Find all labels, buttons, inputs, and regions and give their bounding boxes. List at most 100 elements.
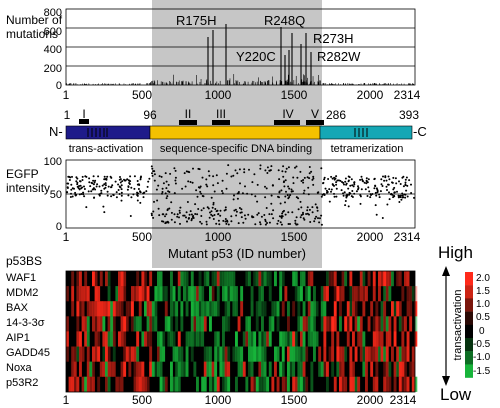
heatmap-cell	[344, 316, 348, 332]
egfp-point	[238, 207, 241, 209]
heatmap-cell	[328, 316, 332, 332]
egfp-point	[119, 181, 122, 184]
heatmap-cell	[414, 286, 418, 302]
egfp-point	[310, 170, 313, 173]
heatmap-cell	[131, 301, 134, 317]
egfp-point	[320, 195, 323, 198]
heatmap-cell	[175, 301, 179, 317]
heatmap-cell	[294, 271, 298, 287]
heatmap-cell	[388, 271, 392, 287]
egfp-point	[292, 176, 295, 179]
egfp-point	[145, 190, 148, 193]
egfp-point	[168, 207, 171, 210]
heatmap-cell	[315, 301, 319, 317]
egfp-point	[281, 215, 284, 218]
heatmap-cell	[216, 301, 220, 317]
heatmap-cell	[294, 376, 298, 392]
heatmap-cell	[154, 301, 158, 317]
heatmap-cell	[323, 316, 327, 332]
egfp-point	[217, 213, 220, 216]
heatmap-cell	[185, 301, 189, 317]
heatmap-cell	[185, 346, 189, 362]
egfp-point	[237, 222, 240, 225]
heatmap-cell	[300, 361, 303, 377]
heatmap-cell	[138, 286, 142, 302]
egfp-point	[351, 196, 354, 198]
heatmap-cell	[320, 361, 324, 377]
heatmap-cell	[172, 376, 176, 392]
egfp-point	[158, 214, 161, 217]
egfp-point	[335, 187, 338, 190]
egfp-point	[259, 164, 262, 167]
heatmap-cell	[383, 316, 387, 332]
heatmap-cell	[97, 331, 101, 347]
egfp-point	[185, 216, 187, 219]
heatmap-cell	[318, 361, 322, 377]
heatmap-cell	[175, 361, 179, 377]
heatmap-cell	[136, 346, 140, 362]
egfp-point	[66, 191, 68, 194]
heatmap-cell	[99, 361, 103, 377]
egfp-point	[166, 209, 169, 212]
heatmap-cell	[261, 271, 264, 287]
heatmap-cell	[339, 316, 342, 332]
egfp-point	[81, 179, 84, 181]
heatmap-cell	[175, 346, 179, 362]
egfp-point	[398, 180, 400, 183]
egfp-point	[292, 182, 295, 185]
heatmap-cell	[177, 271, 181, 287]
heatmap-cell	[214, 346, 218, 362]
heatmap-cell	[107, 376, 111, 392]
egfp-point	[234, 169, 237, 172]
egfp-point	[353, 183, 356, 186]
egfp-point	[388, 178, 391, 181]
heatmap-xtick: 1	[63, 393, 70, 407]
egfp-point	[178, 216, 180, 219]
heatmap-cell	[406, 376, 410, 392]
egfp-point	[138, 184, 141, 186]
egfp-point	[365, 182, 368, 185]
egfp-point	[70, 188, 73, 191]
egfp-point	[270, 202, 273, 205]
heatmap-cell	[177, 361, 181, 377]
egfp-point	[264, 169, 267, 172]
egfp-point	[139, 190, 142, 193]
egfp-point	[401, 176, 404, 179]
heatmap-cell	[388, 361, 392, 377]
egfp-point	[406, 195, 409, 198]
egfp-point	[344, 180, 347, 183]
heatmap-cell	[144, 271, 147, 287]
egfp-point	[381, 185, 384, 187]
heatmap-cell	[196, 301, 199, 317]
egfp-point	[78, 188, 81, 191]
egfp-point	[139, 178, 142, 181]
heatmap-cell	[287, 361, 290, 377]
egfp-point	[302, 181, 305, 184]
heatmap-cell	[102, 346, 106, 362]
heatmap-cell	[258, 271, 262, 287]
egfp-point	[319, 217, 321, 220]
tetramerization-label: tetramerization	[331, 143, 404, 155]
heatmap-cell	[149, 331, 153, 347]
heatmap-cell	[71, 271, 75, 287]
heatmap-cell	[128, 361, 132, 377]
egfp-point	[93, 196, 95, 199]
egfp-point	[333, 192, 335, 195]
mutations-xtick: 2000	[357, 88, 384, 102]
egfp-point	[384, 175, 387, 178]
heatmap-cell	[144, 331, 147, 347]
egfp-point	[194, 213, 197, 215]
domain-map: 1 96 286 393 I II III IV V N- -C trans-a…	[49, 107, 427, 155]
egfp-point	[200, 209, 203, 212]
egfp-point	[169, 172, 172, 175]
egfp-point	[318, 221, 321, 224]
conserved-box-label-v: V	[311, 107, 319, 121]
egfp-point	[167, 221, 170, 224]
heatmap-cell	[414, 316, 418, 332]
conserved-box-marker	[79, 119, 89, 124]
egfp-point	[351, 190, 354, 192]
heatmap-cell	[102, 316, 106, 332]
mutations-ylabel-line1: Number of	[6, 13, 63, 27]
egfp-point	[142, 196, 145, 199]
tetramerization-domain-bar	[319, 125, 413, 140]
